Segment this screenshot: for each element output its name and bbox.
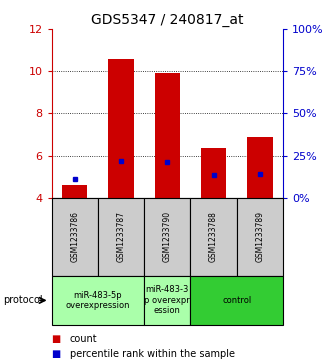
Bar [62, 185, 88, 198]
Text: count: count [70, 334, 98, 344]
Text: GSM1233789: GSM1233789 [255, 211, 264, 262]
Bar [108, 58, 134, 198]
Text: protocol: protocol [3, 295, 43, 305]
Bar [247, 136, 273, 198]
Text: ■: ■ [52, 349, 61, 359]
Bar [201, 148, 226, 198]
Title: GDS5347 / 240817_at: GDS5347 / 240817_at [91, 13, 243, 26]
Text: miR-483-3
p overexpr
ession: miR-483-3 p overexpr ession [145, 285, 190, 315]
Text: GSM1233787: GSM1233787 [117, 211, 126, 262]
Text: percentile rank within the sample: percentile rank within the sample [70, 349, 235, 359]
Text: miR-483-5p
overexpression: miR-483-5p overexpression [66, 291, 130, 310]
Text: control: control [222, 296, 251, 305]
Text: GSM1233786: GSM1233786 [70, 211, 79, 262]
Text: GSM1233788: GSM1233788 [209, 211, 218, 262]
Text: GSM1233790: GSM1233790 [163, 211, 172, 262]
Bar [155, 73, 180, 198]
Text: ■: ■ [52, 334, 61, 344]
